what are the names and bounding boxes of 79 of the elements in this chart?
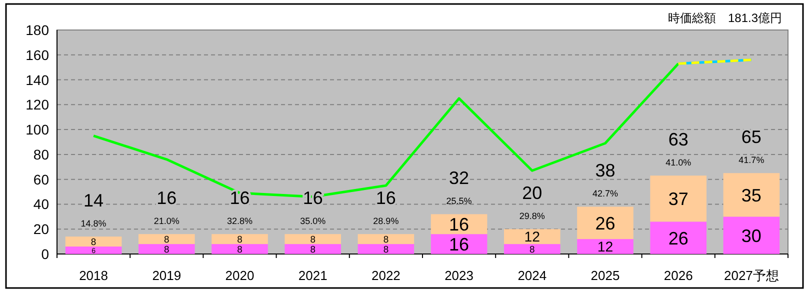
total-label: 16	[156, 188, 177, 208]
data-label: 37	[668, 189, 688, 210]
annotation: 41.0%	[666, 158, 692, 168]
annotation: 25.5%	[446, 196, 472, 206]
x-tick-label: 2019	[152, 268, 182, 283]
total-label: 16	[376, 188, 396, 208]
bar	[723, 173, 780, 217]
y-tick-label: 60	[33, 171, 50, 188]
y-tick-label: 120	[26, 96, 50, 113]
annotation: 21.0%	[154, 216, 180, 226]
bar	[138, 234, 195, 244]
annotation: 28.9%	[373, 216, 399, 226]
y-tick-label: 140	[26, 72, 50, 88]
bar	[504, 244, 560, 254]
total-label: 38	[595, 160, 616, 181]
total-label: 20	[522, 183, 542, 204]
total-label: 16	[230, 188, 250, 208]
data-label: 8	[237, 234, 242, 246]
bar	[284, 244, 341, 254]
bar	[358, 234, 414, 244]
x-tick-label: 2018	[79, 268, 108, 283]
data-label: 8	[310, 244, 316, 256]
x-tick-label: 2026	[664, 268, 693, 283]
data-label: 8	[530, 244, 535, 256]
data-label: 8	[237, 244, 242, 256]
x-tick-label: 2025	[590, 268, 620, 283]
x-tick-label: 2020	[225, 268, 254, 283]
x-tick-label: 2021	[298, 268, 328, 283]
x-tick-label: 2022	[371, 268, 400, 283]
bar	[504, 229, 560, 244]
y-tick-label: 20	[33, 221, 50, 238]
y-tick-label: 40	[33, 196, 50, 212]
bar	[358, 244, 414, 254]
data-label: 35	[741, 185, 762, 206]
annotation: 29.8%	[519, 211, 545, 222]
data-label: 12	[524, 230, 540, 246]
bar	[284, 234, 341, 244]
bar	[430, 214, 488, 234]
bar	[138, 244, 195, 254]
x-tick-label: 2023	[444, 268, 474, 283]
data-label: 8	[383, 244, 389, 256]
bar	[430, 234, 488, 254]
annotation: 32.8%	[226, 216, 253, 226]
bar	[212, 244, 268, 254]
y-tick-label: 160	[26, 46, 50, 63]
y-tick-label: 180	[26, 22, 50, 38]
y-tick-label: 80	[33, 146, 50, 162]
annotation: 14.8%	[80, 218, 106, 229]
annotation: 42.7%	[592, 188, 618, 199]
total-label: 14	[84, 190, 104, 211]
data-label: 8	[164, 234, 170, 246]
total-label: 32	[449, 168, 470, 188]
bar	[212, 234, 268, 244]
data-label: 12	[597, 240, 614, 256]
total-label: 63	[668, 130, 688, 150]
data-label: 30	[741, 226, 762, 246]
bar	[650, 176, 706, 222]
bar	[723, 216, 780, 254]
data-label: 26	[595, 213, 616, 234]
y-tick-label: 0	[41, 246, 50, 262]
x-tick-label: 2027予想	[724, 268, 779, 283]
data-label: 16	[449, 214, 470, 235]
annotation: 35.0%	[300, 216, 326, 226]
bar	[65, 236, 122, 247]
chart-title: 時価総額 181.3億円	[668, 11, 782, 25]
data-label: 8	[90, 236, 96, 248]
bar	[577, 239, 634, 254]
data-label: 8	[164, 244, 170, 256]
data-label: 16	[449, 234, 470, 255]
bar	[65, 246, 122, 254]
data-label: 26	[668, 228, 688, 248]
y-tick-label: 100	[26, 122, 50, 138]
data-label: 8	[383, 234, 389, 246]
bar	[650, 222, 706, 254]
total-label: 65	[741, 127, 762, 148]
annotation: 41.7%	[738, 155, 764, 166]
data-label: 8	[310, 234, 316, 246]
x-tick-label: 2024	[518, 268, 547, 283]
bar	[577, 206, 634, 240]
